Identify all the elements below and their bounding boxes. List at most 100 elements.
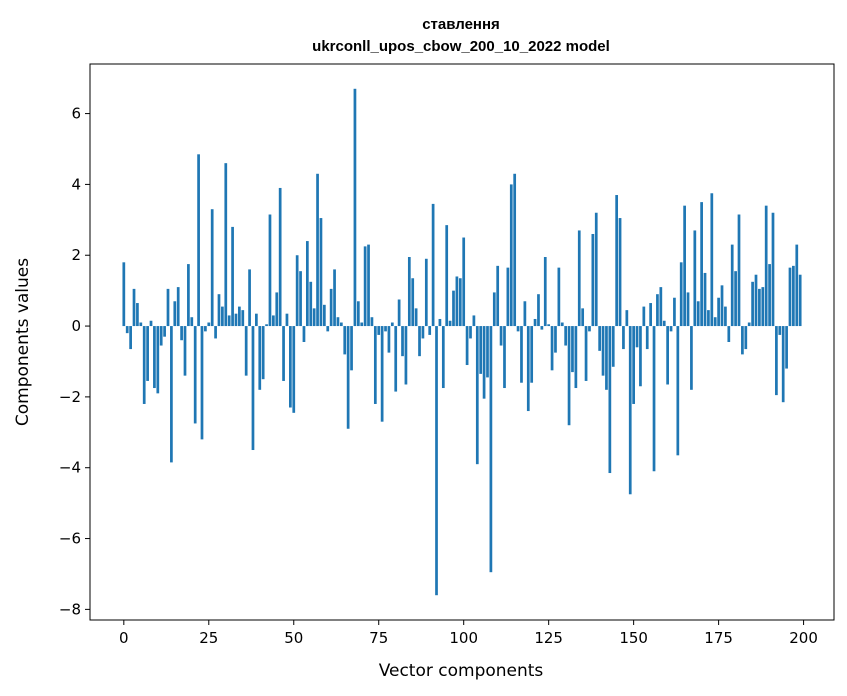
bar-72 bbox=[367, 244, 370, 327]
bar-23 bbox=[200, 326, 204, 440]
bar-184 bbox=[747, 322, 751, 327]
bar-155 bbox=[649, 303, 652, 327]
chart-title-line-2: ukrconll_upos_cbow_200_10_2022 model bbox=[312, 38, 610, 55]
bar-122 bbox=[537, 294, 540, 327]
bar-97 bbox=[452, 290, 455, 327]
bar-35 bbox=[241, 310, 245, 327]
bar-28 bbox=[217, 294, 221, 327]
bar-181 bbox=[737, 214, 741, 327]
bar-179 bbox=[730, 244, 734, 327]
bar-2 bbox=[129, 326, 132, 350]
bar-118 bbox=[523, 301, 527, 327]
bar-70 bbox=[360, 322, 364, 327]
bar-158 bbox=[659, 287, 663, 327]
bar-114 bbox=[509, 184, 513, 327]
bar-44 bbox=[272, 315, 275, 327]
bar-163 bbox=[676, 326, 680, 456]
bar-87 bbox=[418, 326, 421, 357]
bar-78 bbox=[387, 326, 391, 353]
bar-88 bbox=[421, 326, 425, 339]
bar-41 bbox=[261, 326, 265, 380]
y-tick-label: 6 bbox=[71, 105, 81, 123]
bar-4 bbox=[136, 303, 139, 327]
bar-39 bbox=[255, 313, 258, 327]
bar-47 bbox=[282, 326, 285, 381]
bar-177 bbox=[724, 306, 727, 327]
bar-34 bbox=[238, 306, 241, 327]
bar-8 bbox=[149, 320, 153, 327]
bar-144 bbox=[611, 326, 615, 367]
bar-5 bbox=[139, 322, 143, 327]
bar-16 bbox=[176, 287, 180, 327]
y-axis-label: Components values bbox=[13, 258, 33, 426]
bar-142 bbox=[605, 326, 608, 390]
bar-93 bbox=[438, 318, 442, 327]
bar-166 bbox=[686, 292, 690, 327]
bar-198 bbox=[795, 244, 799, 327]
bar-77 bbox=[384, 326, 387, 332]
bar-133 bbox=[574, 326, 578, 389]
y-tick-label: 4 bbox=[71, 175, 81, 193]
bar-76 bbox=[380, 326, 384, 422]
bar-7 bbox=[146, 326, 149, 381]
bar-83 bbox=[404, 326, 408, 385]
bar-167 bbox=[690, 326, 693, 390]
bar-91 bbox=[431, 203, 435, 327]
bar-139 bbox=[594, 212, 598, 327]
bar-89 bbox=[424, 258, 428, 327]
bar-17 bbox=[180, 326, 183, 341]
bar-69 bbox=[356, 301, 360, 327]
x-tick-label: 150 bbox=[619, 629, 648, 647]
bar-98 bbox=[455, 276, 459, 327]
bar-151 bbox=[635, 326, 639, 348]
bar-9 bbox=[153, 326, 156, 389]
bar-46 bbox=[278, 187, 282, 327]
bar-125 bbox=[547, 324, 551, 327]
y-tick-label: 0 bbox=[71, 317, 81, 335]
bar-29 bbox=[221, 306, 224, 327]
bar-186 bbox=[754, 274, 758, 327]
bar-180 bbox=[734, 271, 737, 327]
bar-94 bbox=[441, 326, 445, 389]
bar-50 bbox=[292, 326, 296, 413]
bar-52 bbox=[299, 271, 302, 327]
bar-183 bbox=[744, 326, 748, 350]
bar-series bbox=[122, 88, 802, 596]
bar-161 bbox=[669, 326, 673, 332]
y-tick-label: −2 bbox=[59, 388, 81, 406]
bar-105 bbox=[479, 326, 483, 374]
bar-171 bbox=[703, 272, 707, 327]
bar-0 bbox=[122, 262, 126, 327]
bar-120 bbox=[530, 326, 534, 383]
bar-176 bbox=[720, 285, 724, 327]
bar-12 bbox=[163, 326, 166, 337]
bar-145 bbox=[615, 195, 619, 327]
bar-95 bbox=[445, 225, 449, 327]
bar-165 bbox=[683, 205, 686, 327]
bar-157 bbox=[656, 294, 659, 327]
x-tick-label: 75 bbox=[369, 629, 388, 647]
bar-33 bbox=[234, 313, 238, 327]
x-axis-label: Vector components bbox=[379, 661, 544, 681]
x-tick-label: 25 bbox=[199, 629, 218, 647]
bar-108 bbox=[489, 326, 493, 573]
bar-173 bbox=[710, 193, 714, 327]
y-tick-label: −6 bbox=[59, 530, 81, 548]
bar-111 bbox=[499, 326, 503, 346]
y-tick-label: 2 bbox=[71, 246, 81, 264]
bar-153 bbox=[642, 306, 646, 327]
bar-116 bbox=[516, 326, 520, 332]
bar-10 bbox=[156, 326, 160, 394]
bar-71 bbox=[363, 246, 367, 327]
bar-80 bbox=[394, 326, 398, 392]
bar-42 bbox=[265, 324, 268, 327]
bar-195 bbox=[785, 326, 788, 369]
bar-147 bbox=[622, 326, 625, 350]
bar-96 bbox=[448, 320, 452, 327]
x-tick-label: 0 bbox=[119, 629, 129, 647]
bar-174 bbox=[713, 317, 717, 327]
bar-40 bbox=[258, 326, 262, 390]
bar-113 bbox=[506, 267, 510, 327]
bar-188 bbox=[761, 287, 765, 327]
bar-130 bbox=[564, 326, 568, 346]
